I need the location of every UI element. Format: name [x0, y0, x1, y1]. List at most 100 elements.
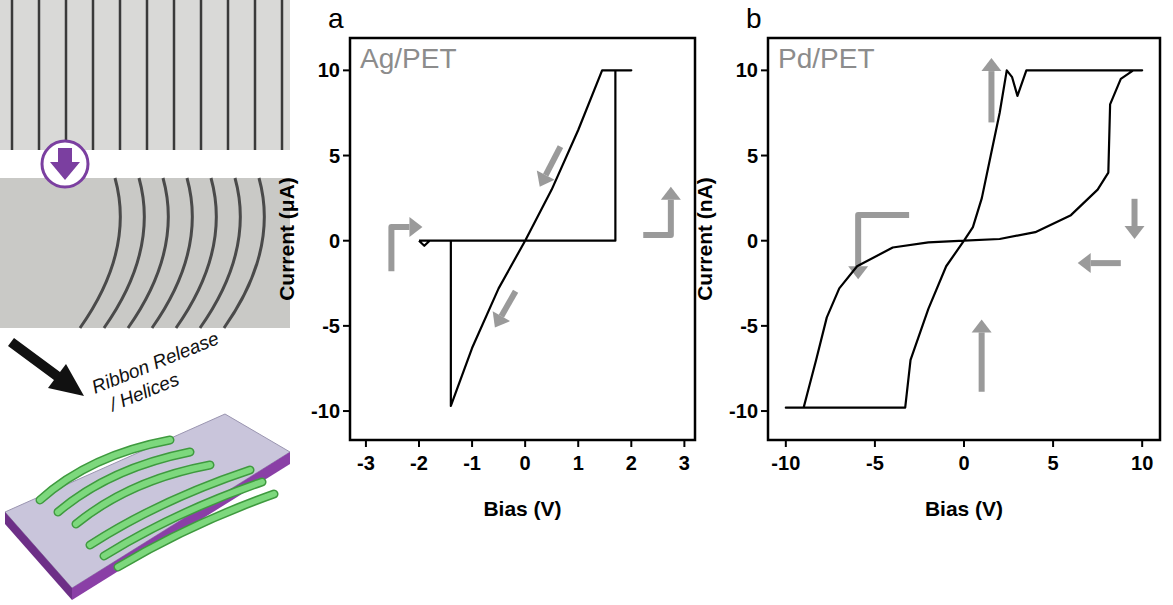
x-tick-label: 2 [626, 452, 637, 474]
chart-panel: -3-2-10123-10-50510Bias (V)Current (μA)A… [275, 3, 695, 520]
direction-arrowhead [972, 319, 992, 332]
x-tick [963, 440, 965, 447]
y-tick-label: -10 [729, 400, 758, 422]
curved-ribbon [128, 178, 168, 328]
ribbon-line [254, 0, 257, 150]
iv-curve [419, 70, 631, 406]
x-tick [1052, 440, 1054, 447]
x-tick [785, 440, 787, 447]
y-axis-title: Current (μA) [275, 177, 298, 301]
inset-title: Pd/PET [778, 43, 874, 74]
direction-arrow [979, 332, 985, 391]
substrate-edge [5, 512, 72, 600]
y-tick [343, 240, 350, 242]
x-tick-label: 0 [958, 452, 969, 474]
y-tick [343, 325, 350, 327]
x-tick [471, 440, 473, 447]
direction-arrow [546, 147, 561, 176]
ribbon-line [146, 0, 149, 150]
ribbon-line [11, 0, 14, 150]
direction-arrowhead [1078, 253, 1091, 273]
x-tick-label: -3 [357, 452, 375, 474]
ribbon [104, 482, 262, 556]
curved-ribbon [176, 178, 216, 328]
release-label: Ribbon Release/ Helices [89, 328, 231, 419]
y-tick [761, 410, 768, 412]
y-tick-label: -5 [740, 315, 758, 337]
substrate-edge [72, 452, 290, 600]
plot-frame [768, 38, 1160, 440]
schematic-panel: Ribbon Release/ Helices [0, 0, 290, 600]
x-tick [524, 440, 526, 447]
direction-arrow [391, 227, 409, 271]
y-tick [761, 155, 768, 157]
x-tick [1141, 440, 1143, 447]
inset-title: Ag/PET [360, 43, 456, 74]
chart-panel: -10-50510-10-50510Bias (V)Current (nA)Pd… [693, 3, 1160, 520]
direction-arrowhead [1125, 226, 1145, 239]
x-tick-label: 0 [520, 452, 531, 474]
panel-letter: b [746, 3, 762, 34]
x-tick [683, 440, 685, 447]
plot-area [786, 70, 1142, 407]
y-tick-label: -10 [311, 400, 340, 422]
micrograph-top [0, 0, 290, 150]
direction-arrowhead [409, 217, 422, 237]
x-tick [630, 440, 632, 447]
x-tick-label: -2 [410, 452, 428, 474]
y-tick-label: -5 [322, 315, 340, 337]
y-tick [343, 69, 350, 71]
release-arrow [8, 338, 84, 396]
curved-ribbon [152, 178, 192, 328]
y-tick-label: 10 [736, 59, 758, 81]
y-tick-label: 0 [329, 230, 340, 252]
y-tick-label: 5 [747, 145, 758, 167]
y-tick [343, 410, 350, 412]
direction-arrow [1132, 199, 1138, 226]
y-tick-label: 10 [318, 59, 340, 81]
x-axis-title: Bias (V) [483, 497, 561, 520]
step-arrow [50, 148, 80, 180]
curved-ribbon [104, 178, 144, 328]
y-tick [761, 240, 768, 242]
y-axis-title: Current (nA) [693, 177, 716, 301]
direction-arrowhead [661, 187, 681, 200]
ribbon-line [173, 0, 176, 150]
curved-ribbon [224, 178, 264, 328]
release-label-line: / Helices [105, 368, 183, 416]
step-circle [42, 141, 88, 187]
ribbon-line [65, 0, 68, 150]
direction-arrowhead [981, 58, 1001, 71]
x-tick-label: -1 [463, 452, 481, 474]
curved-ribbon [200, 178, 240, 328]
ribbon-line [119, 0, 122, 150]
direction-arrow [501, 291, 515, 316]
ribbon-line [38, 0, 41, 150]
x-tick-label: 5 [1048, 452, 1059, 474]
direction-arrow [1091, 260, 1121, 266]
y-tick-label: 0 [747, 230, 758, 252]
plot-frame [350, 38, 695, 440]
curved-ribbon [80, 178, 120, 328]
x-tick [365, 440, 367, 447]
panel-letter: a [328, 3, 344, 34]
figure: Ribbon Release/ Helices-3-2-10123-10-505… [0, 0, 1173, 605]
ribbon [40, 440, 170, 500]
page: {"schematic": {"label_lines": ["Ribbon R… [0, 0, 1173, 605]
ribbon-line [281, 0, 284, 150]
ribbon-line [92, 0, 95, 150]
iv-curve [786, 70, 1142, 407]
ribbon [104, 482, 262, 556]
direction-arrowhead [537, 171, 555, 187]
x-tick-label: 3 [679, 452, 690, 474]
direction-arrowhead [493, 311, 510, 327]
ribbon [118, 494, 274, 567]
ribbon [40, 440, 170, 500]
x-tick [874, 440, 876, 447]
y-tick [343, 155, 350, 157]
x-tick-label: 1 [573, 452, 584, 474]
y-tick [761, 325, 768, 327]
ribbon [118, 494, 274, 567]
x-tick-label: 10 [1131, 452, 1153, 474]
ribbon-line [227, 0, 230, 150]
